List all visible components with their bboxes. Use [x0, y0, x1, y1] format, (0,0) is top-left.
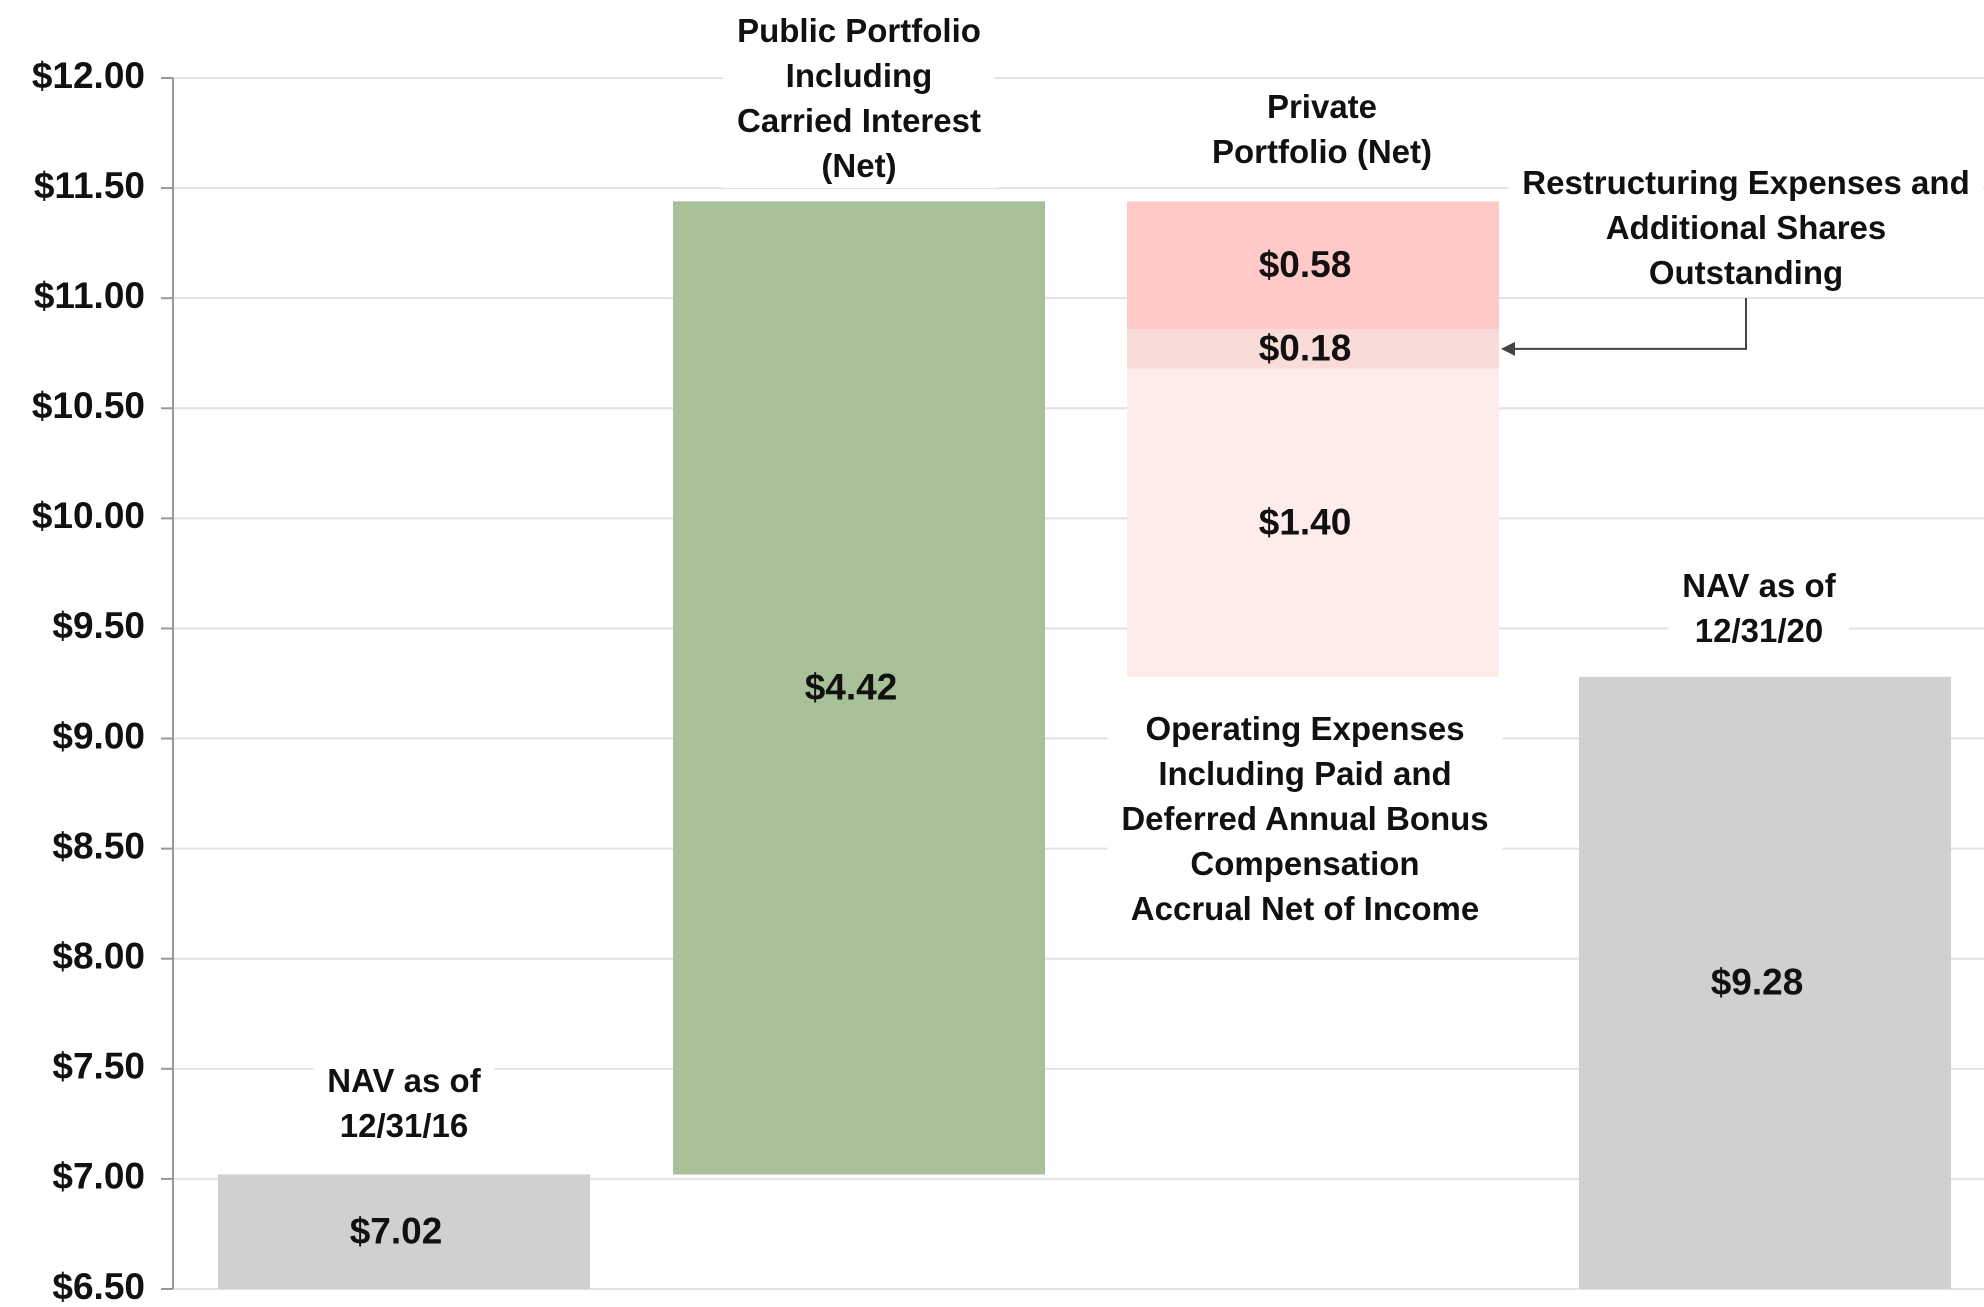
y-tick-label: $12.00 [32, 55, 145, 96]
value-label: $0.58 [1259, 244, 1352, 285]
y-tick-label: $11.00 [34, 275, 145, 316]
y-tick-label: $10.00 [32, 495, 145, 536]
category-label: Public Portfolio Including Carried Inter… [723, 8, 995, 188]
y-tick-label: $9.00 [52, 715, 145, 756]
category-label: NAV as of 12/31/16 [313, 1058, 495, 1148]
bar [1127, 368, 1499, 677]
bar [1127, 201, 1499, 330]
category-label: Operating Expenses Including Paid and De… [1107, 706, 1503, 931]
value-label: $7.02 [350, 1211, 443, 1252]
y-tick-label: $7.00 [52, 1156, 145, 1197]
y-tick-label: $10.50 [32, 385, 145, 426]
y-tick-label: $11.50 [34, 165, 145, 206]
value-label: $4.42 [805, 667, 898, 708]
bar [1579, 676, 1951, 1289]
y-tick-label: $7.50 [52, 1046, 145, 1087]
bar [673, 201, 1045, 1175]
connector-arrow [1513, 298, 1747, 350]
arrow-head [1501, 341, 1515, 356]
bar [1127, 329, 1499, 369]
y-tick-label: $8.00 [52, 936, 145, 977]
y-tick-label: $8.50 [52, 825, 145, 866]
y-tick-label: $6.50 [52, 1266, 145, 1307]
category-label: NAV as of 12/31/20 [1668, 563, 1850, 653]
value-label: $1.40 [1259, 502, 1352, 543]
bar [218, 1174, 590, 1289]
value-label: $0.18 [1259, 328, 1352, 369]
y-tick-label: $9.50 [52, 605, 145, 646]
category-label: Private Portfolio (Net) [1198, 84, 1446, 174]
category-label: Restructuring Expenses and Additional Sh… [1508, 160, 1984, 295]
value-label: $9.28 [1711, 962, 1804, 1003]
